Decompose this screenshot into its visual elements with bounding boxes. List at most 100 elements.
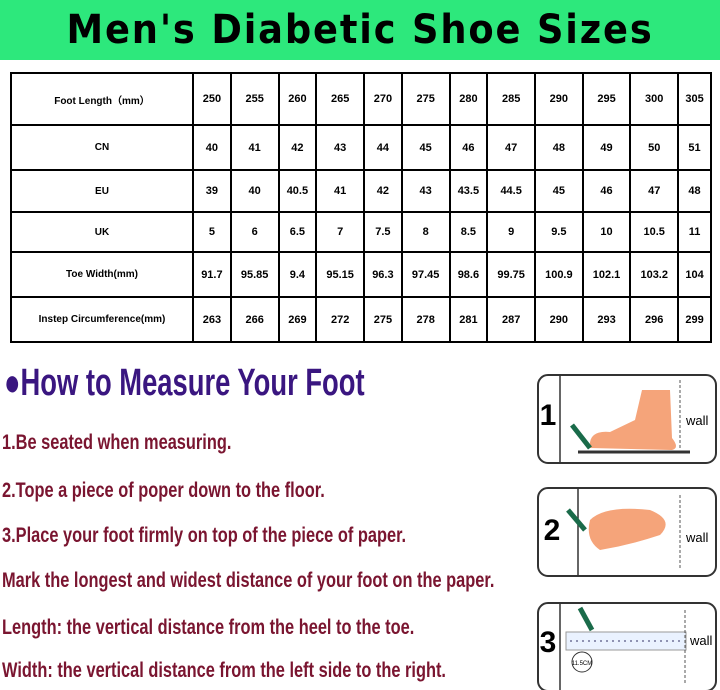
table-row: EU 39 40 40.5 41 42 43 43.5 44.5 45 46 47 48 [10,169,712,213]
cell: 102.1 [581,251,632,298]
step-number: 3 [540,626,557,659]
table-row: Instep Circumference(mm) 263 266 269 272 275 2… [10,296,712,343]
cell: 97.45 [400,251,451,298]
cell: 10.5 [629,211,680,253]
guide-line: 3.Place your foot firmly on top of the p… [2,524,407,547]
cell: 50 [629,124,680,171]
guide-line: 1.Be seated when measuring. [2,431,232,454]
cell: 96.3 [363,251,403,298]
cell: 41 [229,124,280,171]
cell: 95.15 [315,251,365,298]
cell: 6.5 [277,211,318,253]
size-table: Foot Length（mm） 250 255 260 265 270 275 280 285 2… [10,72,712,343]
cell: 42 [277,124,318,171]
cell: 7 [315,211,365,253]
cell: 8.5 [448,211,489,253]
diagram-3: 11.5CM 3 wall [537,602,717,690]
cell: 42 [363,169,403,213]
cell: 299 [677,296,712,343]
cell: 6 [229,211,280,253]
cell: 280 [448,72,489,126]
cell: 278 [400,296,451,343]
row-label: Toe Width(mm) [10,251,194,298]
cell: 10 [581,211,632,253]
cell: 104 [677,251,712,298]
diagrams: 1 wall 2 wall 11.5CM 3 wall [537,374,717,690]
cell: 9 [486,211,536,253]
cell: 40 [229,169,280,213]
cell: 305 [677,72,712,126]
cell: 290 [534,296,584,343]
cell: 46 [448,124,489,171]
cell: 45 [400,124,451,171]
row-label: EU [10,169,194,213]
diagram-2: 2 wall [537,487,717,577]
cell: 285 [486,72,536,126]
cell: 5 [192,211,232,253]
cell: 44 [363,124,403,171]
cell: 250 [192,72,232,126]
guide-line: 2.Tope a piece of poper down to the floo… [2,479,325,502]
cell: 43.5 [448,169,489,213]
row-label: Foot Length（mm） [10,72,194,126]
cell: 275 [400,72,451,126]
cell: 9.5 [534,211,584,253]
cell: 49 [581,124,632,171]
cell: 266 [229,296,280,343]
cell: 43 [315,124,365,171]
cell: 260 [277,72,318,126]
cell: 263 [192,296,232,343]
cell: 265 [315,72,365,126]
cell: 39 [192,169,232,213]
cell: 48 [677,169,712,213]
cell: 296 [629,296,680,343]
step-number: 1 [540,399,557,432]
cell: 47 [629,169,680,213]
step-number: 2 [544,514,561,547]
cell: 43 [400,169,451,213]
guide-heading: ●How to Measure Your Foot [4,362,365,404]
cell: 44.5 [486,169,536,213]
cell: 269 [277,296,318,343]
table-row: Toe Width(mm) 91.7 95.85 9.4 95.15 96.3 97.45 9… [10,251,712,298]
cell: 290 [534,72,584,126]
cell: 98.6 [448,251,489,298]
cell: 287 [486,296,536,343]
wall-label: wall [685,413,709,428]
cell: 103.2 [629,251,680,298]
cell: 91.7 [192,251,232,298]
row-label: UK [10,211,194,253]
cell: 41 [315,169,365,213]
cell: 281 [448,296,489,343]
cell: 272 [315,296,365,343]
cell: 46 [581,169,632,213]
table-row: CN 40 41 42 43 44 45 46 47 48 49 50 51 [10,124,712,171]
cell: 275 [363,296,403,343]
cell: 100.9 [534,251,584,298]
table-row: UK 5 6 6.5 7 7.5 8 8.5 9 9.5 10 10.5 11 [10,211,712,253]
cell: 40.5 [277,169,318,213]
cell: 7.5 [363,211,403,253]
cell: 47 [486,124,536,171]
cell: 255 [229,72,280,126]
cell: 295 [581,72,632,126]
cell: 48 [534,124,584,171]
cell: 99.75 [486,251,536,298]
cell: 11 [677,211,712,253]
guide-line: Length: the vertical distance from the h… [2,616,415,639]
cell: 95.85 [229,251,280,298]
row-label: Instep Circumference(mm) [10,296,194,343]
cell: 8 [400,211,451,253]
diagram-1: 1 wall [537,374,717,464]
cell: 300 [629,72,680,126]
cell: 270 [363,72,403,126]
cell: 51 [677,124,712,171]
guide-line: Mark the longest and widest distance of … [2,569,495,592]
banner: Men's Diabetic Shoe Sizes [0,0,720,60]
wall-label: wall [689,633,713,648]
title: Men's Diabetic Shoe Sizes [66,7,654,53]
cell: 293 [581,296,632,343]
wall-label: wall [685,530,709,545]
cell: 40 [192,124,232,171]
